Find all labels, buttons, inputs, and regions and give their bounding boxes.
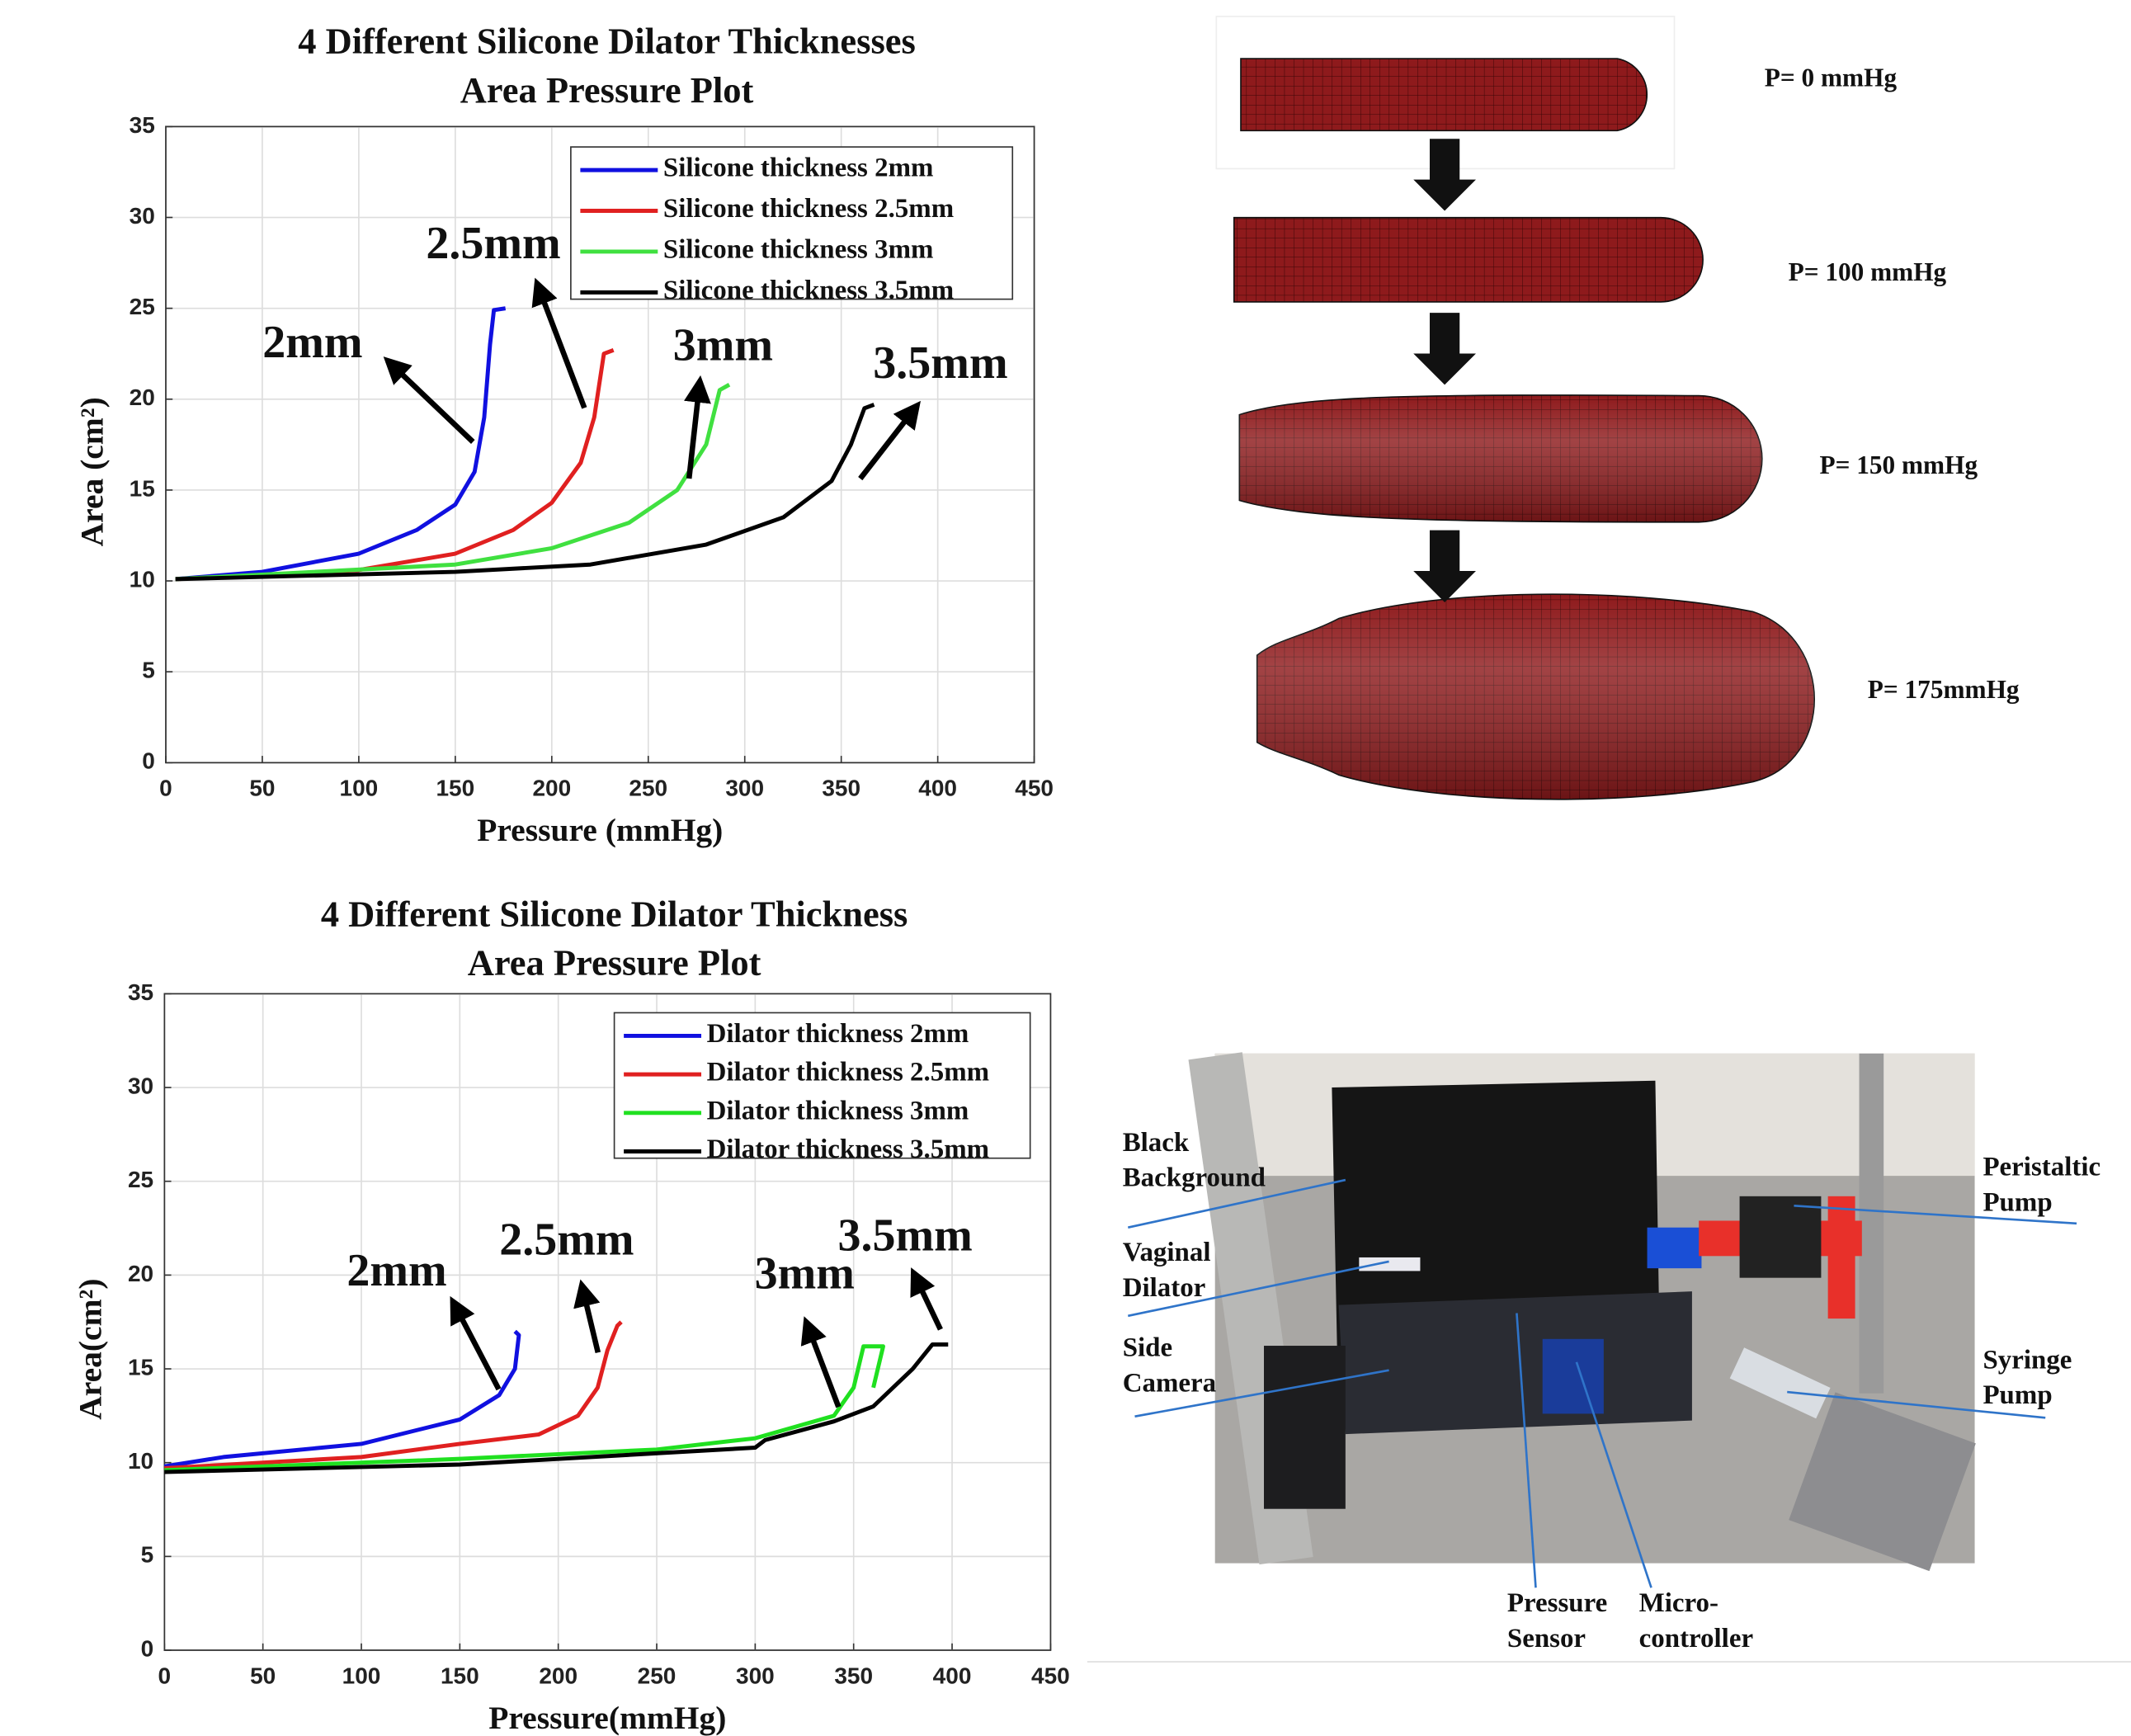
legend-label: Silicone thickness 2.5mm: [663, 194, 954, 224]
photo-label: Syringe: [1982, 1345, 2072, 1375]
x-tick-label: 300: [725, 776, 764, 801]
annotation: 3mm: [673, 319, 773, 370]
y-tick-label: 10: [128, 1448, 153, 1474]
photo-label: Pump: [1982, 1380, 2052, 1410]
x-tick-label: 100: [342, 1663, 381, 1688]
annotation: 2mm: [262, 317, 362, 368]
x-tick-label: 350: [834, 1663, 873, 1688]
photo-label: controller: [1639, 1624, 1753, 1653]
photo-label: Dilator: [1123, 1273, 1206, 1303]
photo-label: Black: [1123, 1128, 1190, 1158]
fea-diagram: [1216, 17, 1814, 800]
x-axis-label: Pressure(mmHg): [488, 1700, 726, 1736]
y-tick-label: 35: [128, 979, 153, 1005]
x-tick-label: 300: [736, 1663, 775, 1688]
photo-label: Sensor: [1507, 1624, 1586, 1653]
figure: 0501001502002503003504004500510152025303…: [0, 0, 2131, 1736]
x-axis-label: Pressure (mmHg): [477, 812, 723, 848]
x-tick-label: 250: [629, 776, 667, 801]
photo-label: Peristaltic: [1982, 1152, 2100, 1182]
x-tick-label: 400: [918, 776, 957, 801]
y-tick-label: 5: [141, 1542, 154, 1568]
legend-label: Dilator thickness 3.5mm: [707, 1135, 989, 1164]
y-axis-label: Area(cm²): [73, 1279, 109, 1420]
setup-photo: [1087, 1052, 2131, 1663]
y-tick-label: 15: [130, 475, 155, 501]
photo-label: Pressure: [1507, 1588, 1607, 1618]
x-tick-label: 150: [441, 1663, 479, 1688]
x-tick-label: 150: [436, 776, 474, 801]
legend-label: Dilator thickness 2.5mm: [707, 1058, 989, 1087]
y-tick-label: 10: [130, 566, 155, 592]
x-tick-label: 200: [539, 1663, 578, 1688]
annotation: 2.5mm: [499, 1214, 634, 1265]
chart-title: 4 Different Silicone Dilator Thickness: [321, 893, 908, 934]
y-tick-label: 0: [142, 748, 155, 774]
chart-subtitle: Area Pressure Plot: [460, 69, 754, 111]
legend-label: Dilator thickness 2mm: [707, 1019, 969, 1049]
y-tick-label: 30: [128, 1073, 153, 1098]
x-tick-label: 450: [1015, 776, 1054, 801]
pressure-label: P= 175mmHg: [1868, 675, 2020, 704]
annotation: 3.5mm: [873, 337, 1007, 389]
y-tick-label: 0: [141, 1635, 154, 1661]
x-tick-label: 350: [822, 776, 860, 801]
x-tick-label: 100: [340, 776, 379, 801]
x-tick-label: 200: [532, 776, 571, 801]
x-tick-label: 50: [249, 776, 275, 801]
x-tick-label: 400: [933, 1663, 972, 1688]
x-tick-label: 50: [250, 1663, 276, 1688]
annotation: 2mm: [347, 1245, 446, 1296]
annotation: 2.5mm: [426, 218, 560, 269]
photo-label: Background: [1123, 1163, 1266, 1193]
photo-label: Vaginal: [1123, 1238, 1211, 1267]
y-tick-label: 20: [128, 1261, 153, 1286]
legend-label: Silicone thickness 3.5mm: [663, 276, 954, 305]
chart-subtitle: Area Pressure Plot: [468, 942, 761, 984]
y-tick-label: 25: [130, 294, 155, 319]
legend-label: Silicone thickness 2mm: [663, 153, 934, 183]
x-tick-label: 450: [1031, 1663, 1070, 1688]
y-axis-label: Area (cm²): [73, 397, 110, 546]
photo-label: Micro-: [1639, 1588, 1718, 1618]
x-tick-label: 250: [638, 1663, 677, 1688]
pressure-label: P= 150 mmHg: [1820, 451, 1978, 479]
y-tick-label: 5: [142, 658, 155, 683]
legend-label: Silicone thickness 3mm: [663, 235, 934, 265]
legend-label: Dilator thickness 3mm: [707, 1096, 969, 1125]
y-tick-label: 15: [128, 1354, 153, 1380]
y-tick-label: 30: [130, 203, 155, 229]
x-tick-label: 0: [158, 1663, 172, 1688]
pressure-label: P= 100 mmHg: [1789, 257, 1947, 286]
chart-title: 4 Different Silicone Dilator Thicknesses: [298, 21, 916, 62]
y-tick-label: 25: [128, 1167, 153, 1192]
annotation: 3.5mm: [837, 1210, 972, 1261]
y-tick-label: 35: [130, 112, 155, 138]
y-tick-label: 20: [130, 384, 155, 410]
pressure-label: P= 0 mmHg: [1765, 64, 1898, 92]
photo-label: Camera: [1123, 1368, 1216, 1398]
x-tick-label: 0: [159, 776, 172, 801]
photo-label: Pump: [1982, 1187, 2052, 1217]
photo-label: Side: [1123, 1333, 1172, 1363]
